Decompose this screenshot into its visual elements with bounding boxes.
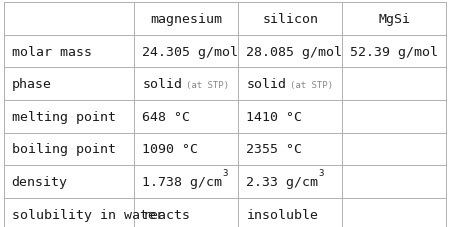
- Text: reacts: reacts: [142, 208, 190, 221]
- Text: 24.305 g/mol: 24.305 g/mol: [142, 45, 238, 58]
- Text: 3: 3: [319, 168, 324, 177]
- Text: density: density: [12, 175, 68, 188]
- Text: 1090 °C: 1090 °C: [142, 143, 198, 156]
- Text: 1410 °C: 1410 °C: [247, 110, 302, 123]
- Text: 3: 3: [222, 168, 228, 177]
- Text: boiling point: boiling point: [12, 143, 116, 156]
- Text: silicon: silicon: [262, 13, 318, 26]
- Text: phase: phase: [12, 78, 52, 91]
- Text: 28.085 g/mol: 28.085 g/mol: [247, 45, 342, 58]
- Text: insoluble: insoluble: [247, 208, 319, 221]
- Text: molar mass: molar mass: [12, 45, 92, 58]
- Text: (at STP): (at STP): [289, 81, 333, 89]
- Text: MgSi: MgSi: [378, 13, 410, 26]
- Text: solubility in water: solubility in water: [12, 208, 164, 221]
- Text: 1.738 g/cm: 1.738 g/cm: [142, 175, 222, 188]
- Text: 2355 °C: 2355 °C: [247, 143, 302, 156]
- Text: melting point: melting point: [12, 110, 116, 123]
- Text: 52.39 g/mol: 52.39 g/mol: [351, 45, 438, 58]
- Text: magnesium: magnesium: [150, 13, 222, 26]
- Text: (at STP): (at STP): [185, 81, 229, 89]
- Text: solid: solid: [142, 78, 182, 91]
- Text: 2.33 g/cm: 2.33 g/cm: [247, 175, 319, 188]
- Text: 648 °C: 648 °C: [142, 110, 190, 123]
- Text: solid: solid: [247, 78, 286, 91]
